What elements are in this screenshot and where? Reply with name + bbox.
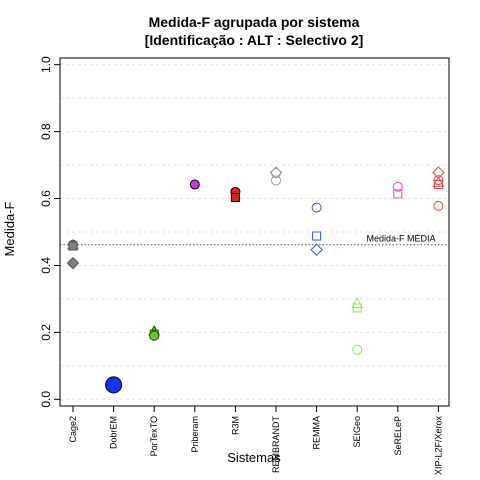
x-tick-label: REMMA xyxy=(312,416,322,450)
x-tick-label: XIP-L2F/Xerox xyxy=(433,416,443,476)
y-axis-label: Medida-F xyxy=(2,201,17,256)
x-tick-label: Cage2 xyxy=(68,416,78,443)
data-point xyxy=(189,179,200,190)
data-point xyxy=(312,231,322,241)
x-axis: Cage2 DobrEM PorTexTO Priberam R3M REMBRANDT R… xyxy=(68,405,443,476)
x-tick-label: REMBRANDT xyxy=(271,416,281,474)
x-tick-label: DobrEM xyxy=(109,416,119,449)
data-point xyxy=(393,189,403,199)
reference-line-group: Medida-F MÉDIA xyxy=(60,234,449,246)
data-points xyxy=(66,166,445,394)
data-point xyxy=(68,241,78,251)
data-point xyxy=(149,330,160,341)
data-point xyxy=(433,179,443,189)
data-point xyxy=(271,175,281,186)
x-tick-label: Priberam xyxy=(190,416,200,453)
data-point xyxy=(392,181,403,192)
x-tick-label: R3M xyxy=(230,416,240,435)
data-point xyxy=(433,200,444,211)
data-point xyxy=(105,376,123,394)
reference-line-label: Medida-F MÉDIA xyxy=(366,234,435,244)
data-point xyxy=(311,202,322,213)
data-point xyxy=(230,193,240,203)
grid-lines xyxy=(60,64,449,400)
x-axis-label: Sistemas xyxy=(227,450,281,465)
y-tick-label: 0.4 xyxy=(39,257,53,274)
x-tick-label: SEIGeo xyxy=(352,416,362,448)
y-tick-label: 0.2 xyxy=(39,324,53,341)
chart-title-line1: Medida-F agrupada por sistema xyxy=(149,14,360,30)
data-point xyxy=(66,256,80,270)
y-axis: 0.0 0.2 0.4 0.6 0.8 1.0 xyxy=(39,56,61,408)
y-tick-label: 1.0 xyxy=(39,56,53,73)
y-tick-label: 0.6 xyxy=(39,190,53,207)
data-point xyxy=(271,168,281,179)
y-tick-label: 0.8 xyxy=(39,123,53,140)
y-tick-label: 0.0 xyxy=(39,391,53,408)
data-point xyxy=(351,297,364,308)
data-point xyxy=(310,243,323,256)
x-tick-label: SeRELeP xyxy=(393,416,403,456)
data-point xyxy=(352,344,363,355)
data-point xyxy=(432,176,445,187)
data-point xyxy=(352,303,362,313)
chart-title-line2: [Identificação : ALT : Selectivo 2] xyxy=(145,32,364,48)
x-tick-label: PorTexTO xyxy=(149,416,159,456)
